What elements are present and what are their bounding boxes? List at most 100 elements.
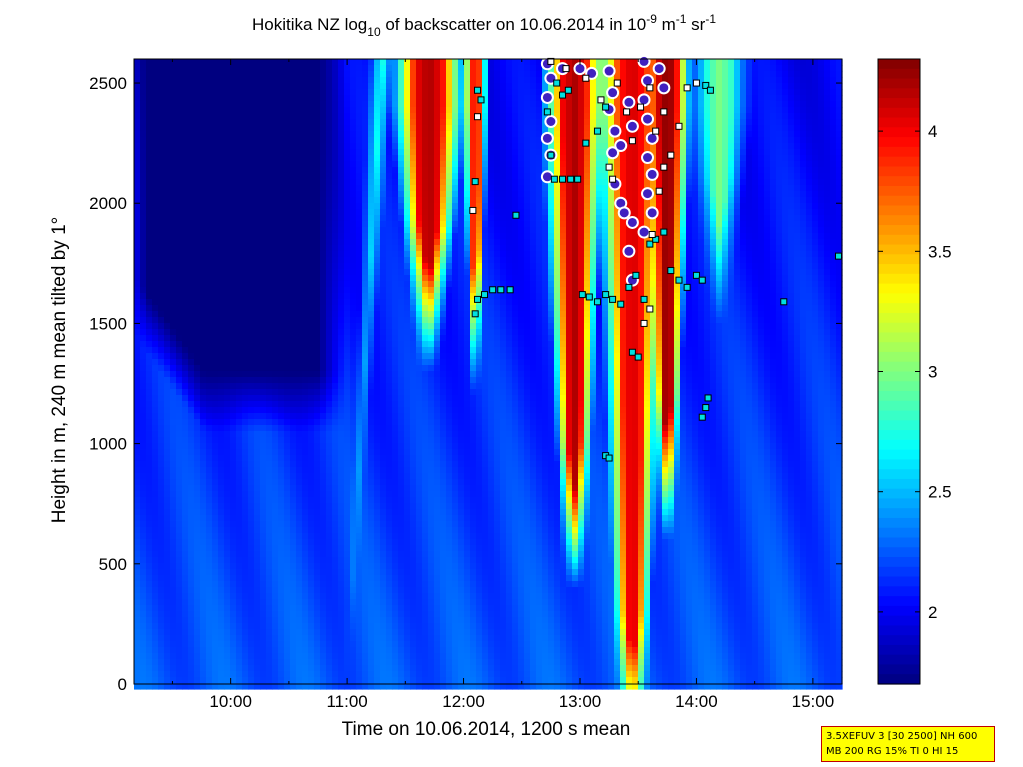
heatmap-cell (350, 467, 357, 474)
heatmap-cell (266, 599, 273, 606)
heatmap-cell (266, 485, 273, 492)
heatmap-cell (158, 227, 165, 234)
heatmap-cell (290, 587, 297, 594)
heatmap-cell (158, 311, 165, 318)
heatmap-cell (164, 317, 171, 324)
heatmap-cell (302, 311, 309, 318)
heatmap-cell (278, 185, 285, 192)
heatmap-cell (344, 287, 351, 294)
heatmap-cell (230, 521, 237, 528)
heatmap-cell (146, 371, 153, 378)
heatmap-cell (170, 209, 177, 216)
heatmap-cell (272, 179, 279, 186)
heatmap-cell (284, 647, 291, 654)
heatmap-cell (224, 143, 231, 150)
heatmap-cell (320, 425, 327, 432)
heatmap-cell (188, 167, 195, 174)
heatmap-cell (212, 473, 219, 480)
heatmap-cell (158, 515, 165, 522)
heatmap-cell (392, 149, 399, 156)
heatmap-cell (296, 125, 303, 132)
heatmap-cell (272, 305, 279, 312)
heatmap-cell (260, 233, 267, 240)
heatmap-cell (236, 287, 243, 294)
heatmap-cell (350, 137, 357, 144)
heatmap-cell (302, 293, 309, 300)
heatmap-cell (380, 317, 387, 324)
heatmap-cell (326, 395, 333, 402)
heatmap-cell (152, 365, 159, 372)
heatmap-cell (170, 509, 177, 516)
heatmap-cell (350, 233, 357, 240)
heatmap-cell (350, 485, 357, 492)
heatmap-cell (368, 317, 375, 324)
heatmap-cell (134, 257, 141, 264)
heatmap-cell (218, 389, 225, 396)
heatmap-cell (374, 215, 381, 222)
heatmap-cell (326, 551, 333, 558)
heatmap-cell (152, 449, 159, 456)
heatmap-cell (182, 623, 189, 630)
heatmap-cell (380, 575, 387, 582)
heatmap-cell (374, 395, 381, 402)
heatmap-cell (380, 527, 387, 534)
heatmap-cell (326, 617, 333, 624)
heatmap-cell (194, 131, 201, 138)
heatmap-cell (182, 113, 189, 120)
heatmap-cell (320, 101, 327, 108)
heatmap-cell (218, 581, 225, 588)
heatmap-cell (284, 311, 291, 318)
heatmap-cell (218, 179, 225, 186)
heatmap-cell (194, 479, 201, 486)
heatmap-cell (146, 227, 153, 234)
heatmap-cell (218, 287, 225, 294)
heatmap-cell (344, 131, 351, 138)
heatmap-cell (284, 413, 291, 420)
heatmap-cell (212, 377, 219, 384)
heatmap-cell (332, 449, 339, 456)
heatmap-cell (248, 563, 255, 570)
heatmap-cell (290, 83, 297, 90)
heatmap-cell (386, 599, 393, 606)
heatmap-cell (242, 95, 249, 102)
heatmap-cell (218, 497, 225, 504)
heatmap-cell (308, 395, 315, 402)
heatmap-cell (302, 113, 309, 120)
heatmap-cell (386, 83, 393, 90)
heatmap-cell (230, 485, 237, 492)
heatmap-cell (182, 425, 189, 432)
heatmap-cell (194, 473, 201, 480)
heatmap-cell (260, 587, 267, 594)
heatmap-cell (368, 509, 375, 516)
heatmap-cell (362, 359, 369, 366)
heatmap-cell (272, 203, 279, 210)
heatmap-cell (368, 539, 375, 546)
heatmap-cell (164, 677, 171, 684)
heatmap-cell (296, 425, 303, 432)
heatmap-cell (164, 551, 171, 558)
heatmap-cell (146, 557, 153, 564)
heatmap-cell (140, 89, 147, 96)
heatmap-cell (356, 59, 363, 66)
heatmap-cell (362, 113, 369, 120)
heatmap-cell (212, 557, 219, 564)
heatmap-cell (170, 185, 177, 192)
heatmap-cell (194, 437, 201, 444)
heatmap-cell (242, 257, 249, 264)
heatmap-cell (164, 77, 171, 84)
heatmap-cell (368, 521, 375, 528)
heatmap-cell (194, 521, 201, 528)
heatmap-cell (344, 377, 351, 384)
heatmap-cell (350, 95, 357, 102)
heatmap-cell (134, 617, 141, 624)
heatmap-cell (284, 455, 291, 462)
heatmap-cell (380, 131, 387, 138)
heatmap-cell (320, 317, 327, 324)
heatmap-cell (368, 299, 375, 306)
heatmap-cell (212, 221, 219, 228)
heatmap-cell (386, 479, 393, 486)
heatmap-cell (188, 191, 195, 198)
heatmap-cell (284, 197, 291, 204)
heatmap-cell (350, 641, 357, 648)
heatmap-cell (332, 557, 339, 564)
